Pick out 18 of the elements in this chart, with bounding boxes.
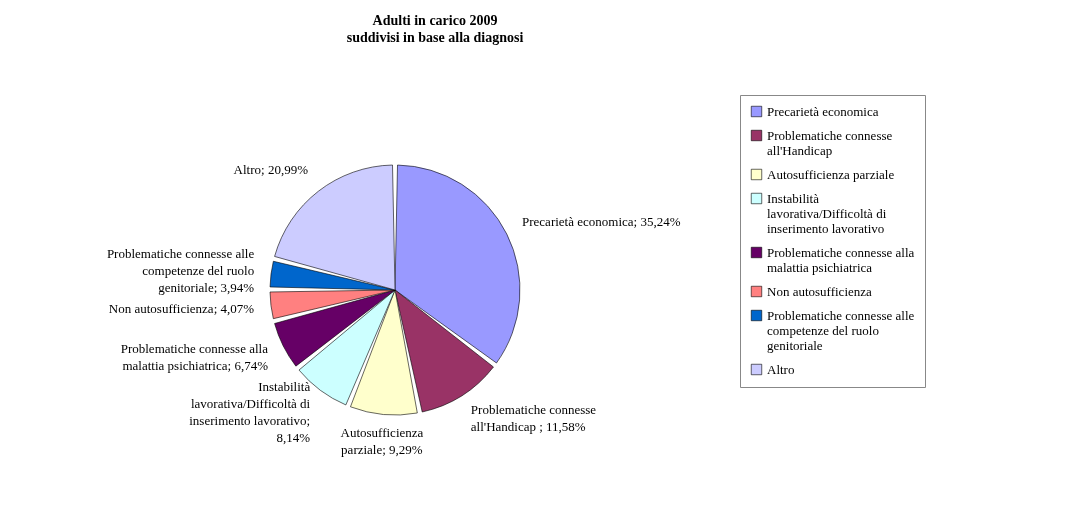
data-label: Problematiche connesse alla malattia psichiatrica; 6,74%	[120, 341, 269, 374]
data-label: Problematiche connesse all'Handicap ; 11,58%	[470, 402, 597, 435]
legend-label: Problematiche connesse all'Handicap	[767, 127, 893, 158]
data-label: Problematiche connesse alle competenze del ruolo genitoriale; 3,94%	[106, 245, 255, 295]
data-label: Instabilità lavorativa/Difficoltà di inserimento lavorativo; 8,14%	[189, 379, 311, 446]
legend-label: Instabilità lavorativa/Difficoltà di inserimento lavorativo	[767, 190, 887, 236]
data-label: Non autosufficienza; 4,07%	[108, 300, 255, 316]
legend-label: Precarietà economica	[767, 103, 879, 119]
legend-label: Problematiche connesse alle competenze del ruolo genitoriale	[767, 307, 915, 353]
data-label: Altro; 20,99%	[233, 161, 309, 177]
legend-label: Problematiche connesse alla malattia psichiatrica	[767, 244, 915, 275]
legend-label: Altro	[767, 361, 795, 377]
legend-label: Non autosufficienza	[767, 283, 873, 299]
chart-subtitle: suddivisi in base alla diagnosi	[346, 29, 524, 45]
data-label: Autosufficienza parziale; 9,29%	[340, 424, 424, 457]
chart-title: Adulti in carico 2009	[372, 12, 498, 28]
legend-label: Autosufficienza parziale	[767, 166, 895, 182]
data-label: Precarietà economica; 35,24%	[522, 214, 681, 230]
